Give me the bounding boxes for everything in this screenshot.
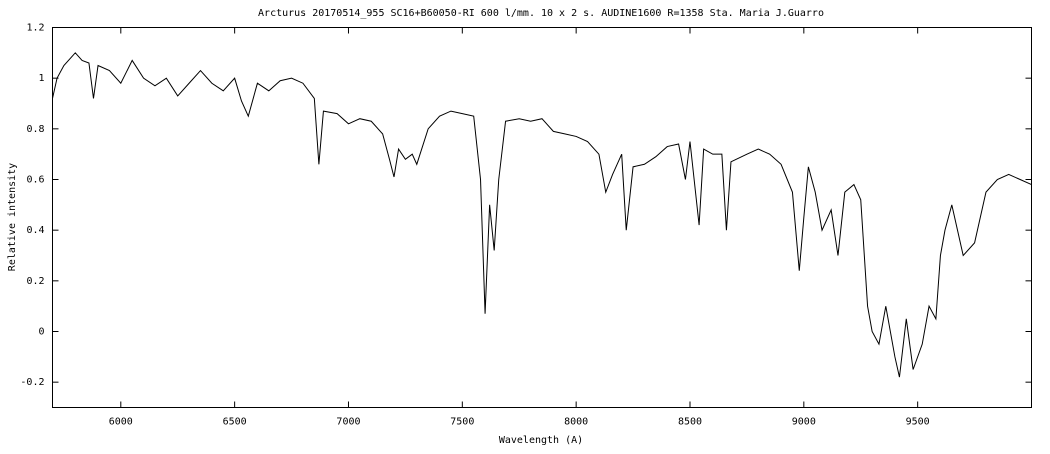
- y-tick-label: 0.6: [26, 175, 44, 186]
- x-tick-label: 7000: [336, 417, 360, 428]
- y-tick-label: -0.2: [20, 377, 44, 388]
- y-tick-label: 0.4: [26, 225, 44, 236]
- x-tick-label: 9000: [792, 417, 816, 428]
- x-axis-label: Wavelength (A): [499, 435, 583, 446]
- plot-frame: [52, 27, 1032, 408]
- y-axis-label: Relative intensity: [7, 163, 18, 271]
- y-tick-label: 0.8: [26, 124, 44, 135]
- x-tick-label: 8000: [564, 417, 588, 428]
- x-tick-label: 7500: [450, 417, 474, 428]
- y-tick-label: 0.2: [26, 276, 44, 287]
- spectrum-line: [52, 52, 1032, 378]
- x-tick-label: 8500: [678, 417, 702, 428]
- x-tick-label: 9500: [906, 417, 930, 428]
- y-tick-label: 1: [38, 73, 44, 84]
- x-tick-label: 6500: [223, 417, 247, 428]
- chart-title: Arcturus 20170514_955 SC16+B60050-RI 600…: [258, 8, 824, 19]
- y-tick-label: 0: [38, 327, 44, 338]
- x-tick-label: 6000: [109, 417, 133, 428]
- y-tick-label: 1.2: [26, 23, 44, 34]
